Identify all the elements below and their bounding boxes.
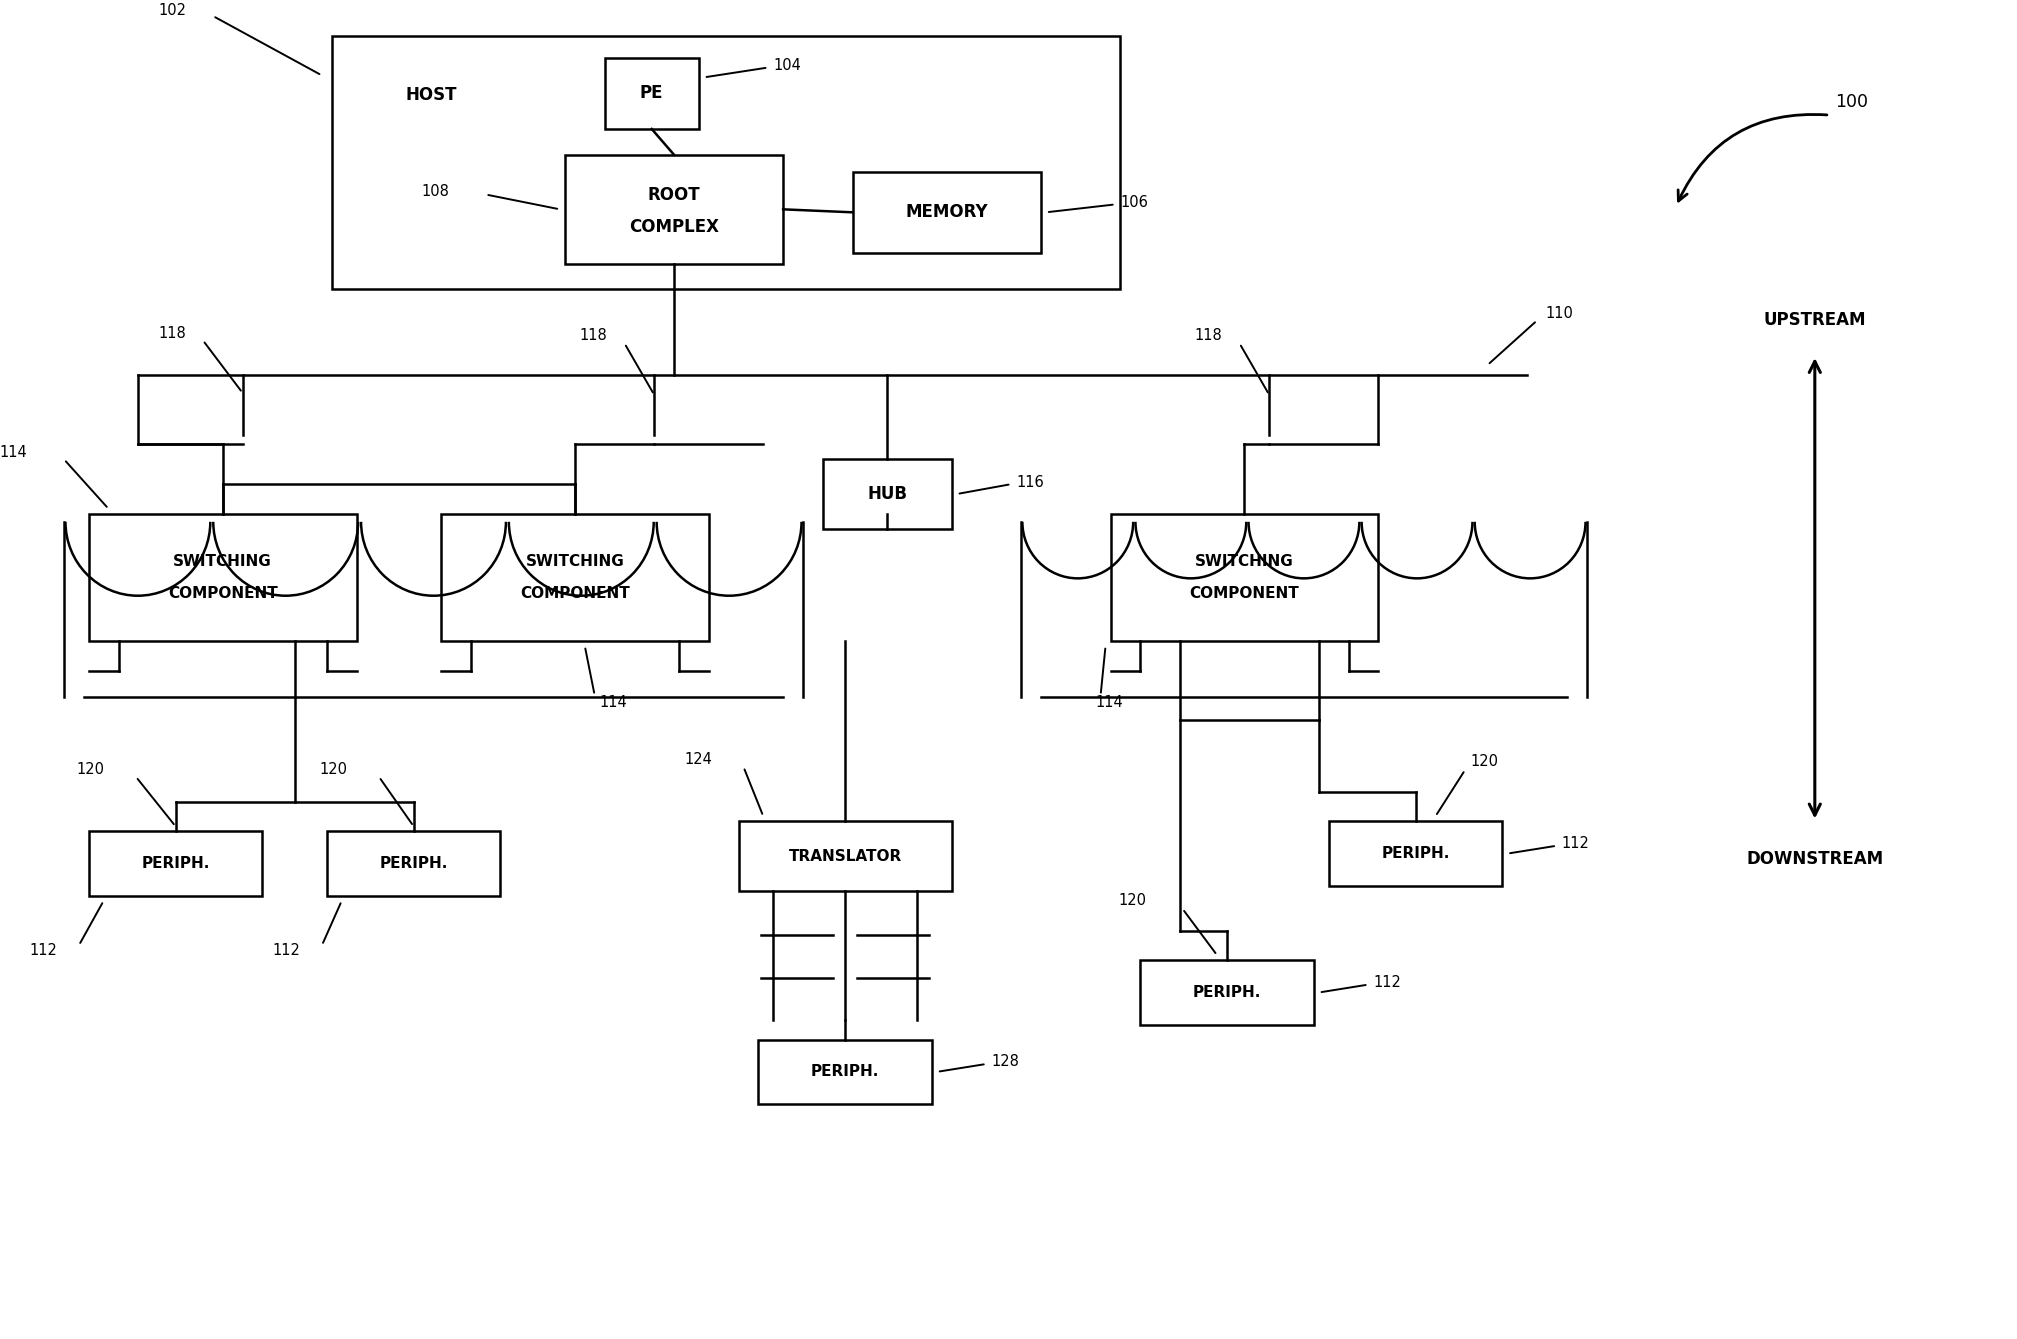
Bar [89,832,262,896]
Text: 118: 118 [579,328,607,343]
Bar [442,514,708,641]
Text: PERIPH.: PERIPH. [811,1065,879,1079]
Text: MEMORY: MEMORY [906,204,988,221]
FancyArrowPatch shape [1678,114,1827,201]
Text: 108: 108 [422,183,450,200]
Text: TRANSLATOR: TRANSLATOR [789,849,902,864]
Text: 118: 118 [157,325,186,341]
Text: 114: 114 [599,695,627,710]
Text: PERIPH.: PERIPH. [1192,986,1261,1000]
Bar [1111,514,1378,641]
Bar [853,171,1041,253]
Text: 120: 120 [77,762,105,778]
Bar [565,155,783,264]
Bar [605,58,698,129]
Bar [1329,821,1503,886]
Text: 120: 120 [1117,893,1146,908]
Text: COMPONENT: COMPONENT [1190,585,1299,601]
Bar [758,1039,932,1105]
Bar [333,36,1119,289]
Text: COMPONENT: COMPONENT [520,585,629,601]
Text: 120: 120 [1470,754,1499,770]
Text: 114: 114 [1095,695,1123,710]
Text: PERIPH.: PERIPH. [1382,846,1450,861]
Text: SWITCHING: SWITCHING [526,554,623,569]
Text: 106: 106 [1119,195,1148,210]
Text: 104: 104 [773,58,801,74]
Text: SWITCHING: SWITCHING [1194,554,1293,569]
Text: 100: 100 [1835,94,1868,111]
Text: 114: 114 [0,445,28,459]
Bar [738,821,952,890]
Text: PERIPH.: PERIPH. [141,856,210,872]
Bar [89,514,357,641]
Text: 120: 120 [319,762,347,778]
Bar [823,459,952,529]
Text: ROOT: ROOT [647,186,700,205]
Bar [1140,960,1313,1024]
Text: COMPONENT: COMPONENT [167,585,278,601]
Text: 110: 110 [1545,307,1573,321]
Text: SWITCHING: SWITCHING [173,554,272,569]
Text: 128: 128 [992,1054,1019,1070]
Bar [327,832,500,896]
Text: DOWNSTREAM: DOWNSTREAM [1747,850,1884,868]
Text: 124: 124 [684,753,712,767]
Text: 102: 102 [157,4,186,19]
Text: PERIPH.: PERIPH. [379,856,448,872]
Text: UPSTREAM: UPSTREAM [1763,312,1866,329]
Text: 112: 112 [1374,975,1402,990]
Text: 112: 112 [272,943,301,957]
Text: HUB: HUB [867,485,908,503]
Text: 118: 118 [1194,328,1222,343]
Text: COMPLEX: COMPLEX [629,218,718,236]
Text: 116: 116 [1017,474,1045,490]
Text: HOST: HOST [405,86,456,104]
Text: 112: 112 [1561,837,1589,852]
Text: PE: PE [639,84,664,102]
Text: 112: 112 [30,943,56,957]
